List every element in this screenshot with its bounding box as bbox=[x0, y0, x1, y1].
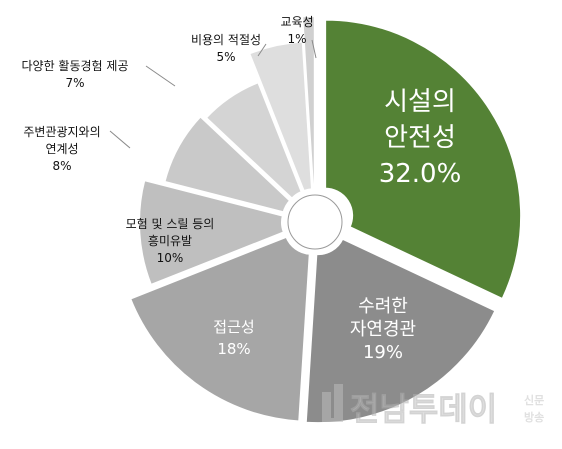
leader-lines bbox=[109, 39, 317, 149]
slice-category-label: 모험 및 스릴 등의 bbox=[126, 217, 215, 231]
slice-value-label: 7% bbox=[65, 76, 84, 90]
slice-category-label: 수려한 bbox=[358, 296, 408, 317]
pie-slice-5 bbox=[163, 115, 292, 214]
leader-line-7 bbox=[257, 43, 267, 57]
slice-value-label: 18% bbox=[217, 340, 250, 358]
slice-category-label: 흥미유발 bbox=[148, 234, 192, 248]
slice-category-label: 교육성 bbox=[280, 15, 313, 29]
watermark-side-text-bottom: 방송 bbox=[524, 410, 544, 424]
slice-value-label: 5% bbox=[216, 50, 235, 64]
slice-category-label: 자연경관 bbox=[350, 319, 416, 340]
watermark-logo-text: 전남투데이 bbox=[350, 390, 497, 428]
watermark-logo-icon bbox=[322, 384, 343, 422]
watermark: 전남투데이 신문 방송 bbox=[322, 384, 544, 428]
slice-category-label: 안전성 bbox=[384, 123, 456, 153]
leader-line-8 bbox=[311, 39, 317, 59]
pie-slices bbox=[128, 15, 523, 425]
slice-value-label: 19% bbox=[363, 342, 403, 363]
pie-slice-7 bbox=[247, 40, 314, 193]
slice-category-label: 비용의 적절성 bbox=[191, 33, 261, 47]
slice-category-label: 접근성 bbox=[213, 318, 254, 336]
pie-slice-3 bbox=[128, 235, 311, 423]
slice-value-label: 8% bbox=[52, 159, 71, 173]
slice-category-label: 연계성 bbox=[45, 142, 78, 156]
slice-value-label: 32.0% bbox=[379, 159, 462, 189]
slice-category-label: 시설의 bbox=[384, 87, 456, 117]
slice-value-label: 10% bbox=[157, 251, 184, 265]
slice-category-label: 주변관광지와의 bbox=[23, 125, 100, 139]
slice-label-8: 교육성 1% bbox=[280, 15, 313, 46]
pie-slice-2 bbox=[304, 237, 497, 425]
donut-hole bbox=[287, 194, 343, 250]
leader-line-6 bbox=[145, 65, 176, 87]
watermark-side-text-top: 신문 bbox=[524, 393, 544, 407]
slice-label-2: 수려한 자연경관 19% bbox=[350, 296, 416, 363]
slice-value-label: 1% bbox=[287, 32, 306, 46]
slice-label-3: 접근성 18% bbox=[213, 318, 254, 358]
slice-label-7: 비용의 적절성 5% bbox=[191, 33, 261, 64]
pie-slice-4 bbox=[138, 178, 286, 287]
slice-label-6: 다양한 활동경험 제공 7% bbox=[22, 59, 129, 90]
slice-category-label: 다양한 활동경험 제공 bbox=[22, 59, 129, 73]
pie-slice-8 bbox=[301, 15, 316, 191]
pie-slice-6 bbox=[204, 80, 303, 200]
pie-slice-1 bbox=[324, 18, 523, 301]
leader-line-5 bbox=[109, 130, 131, 149]
